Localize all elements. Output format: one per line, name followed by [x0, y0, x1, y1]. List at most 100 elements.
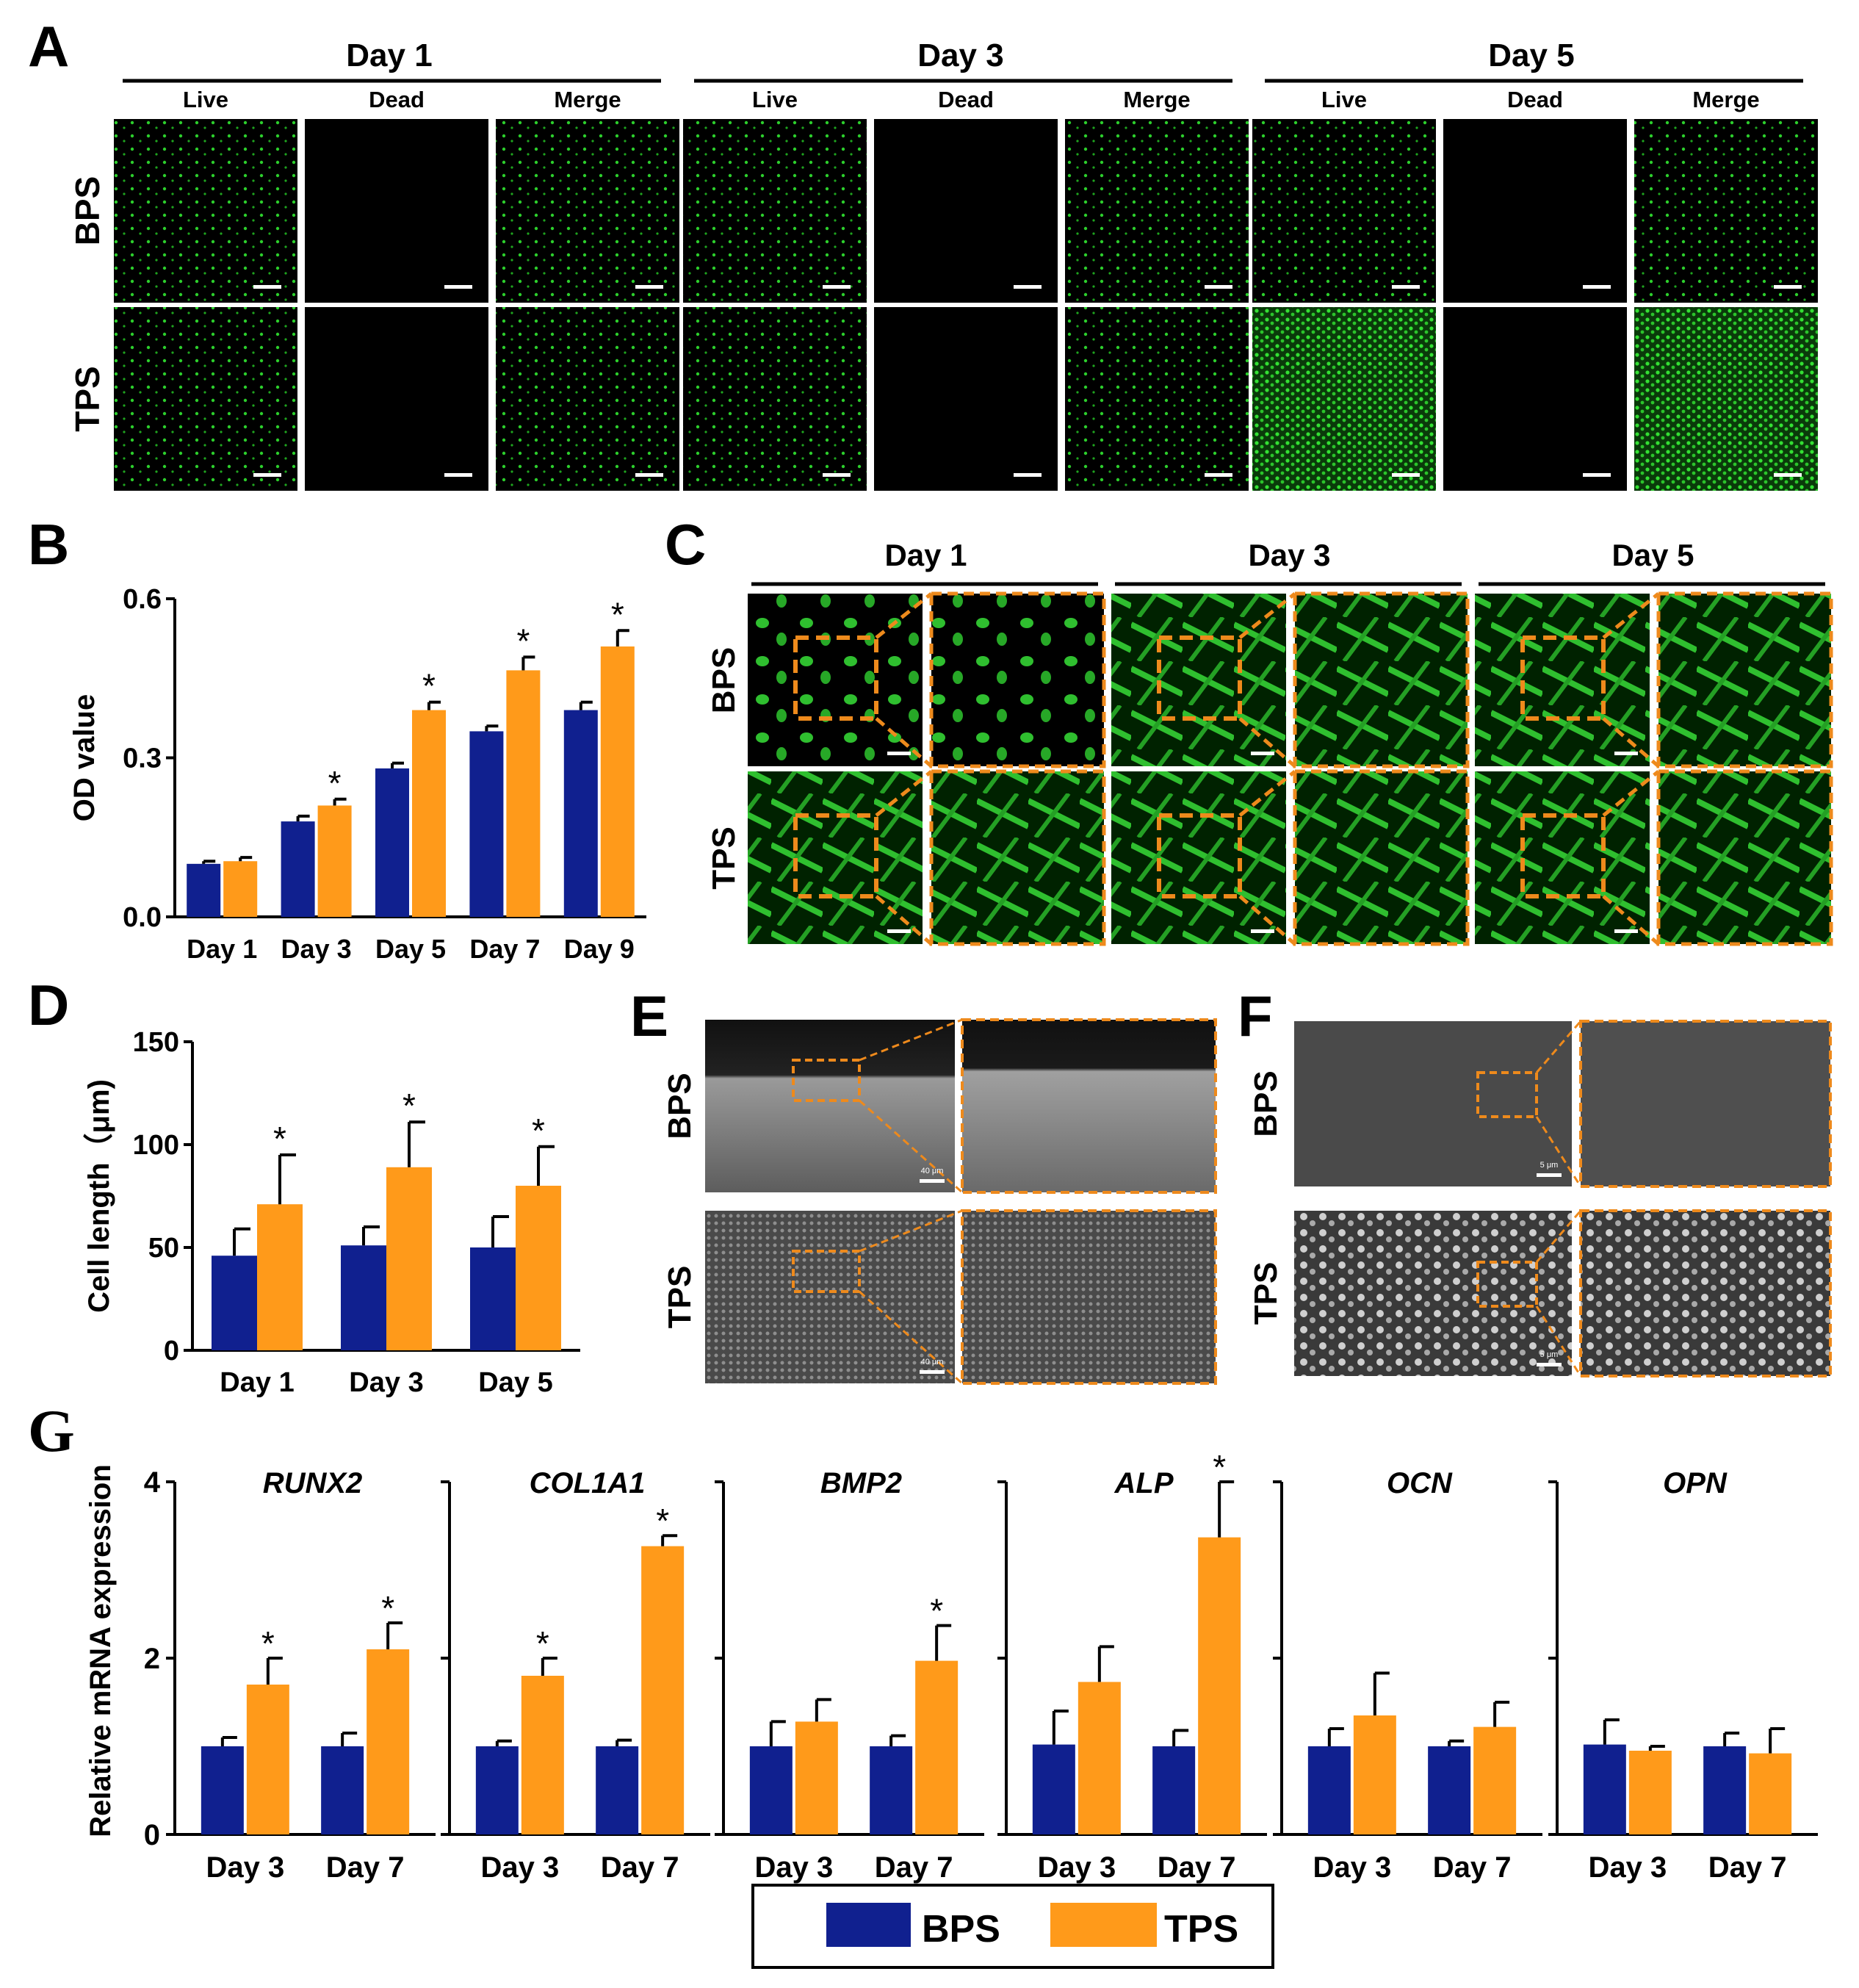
scale-bar — [887, 752, 911, 755]
scale-bar — [1014, 473, 1042, 477]
day-header: Day 1 — [346, 37, 432, 73]
day-header: Day 5 — [1611, 538, 1694, 572]
bar-tps — [257, 1204, 303, 1350]
bar-bps — [749, 1746, 793, 1834]
bar-tps — [317, 805, 352, 917]
row-label-tps: TPS — [662, 1266, 698, 1329]
significance-marker: * — [261, 1624, 275, 1663]
zoom-connector — [859, 1018, 963, 1062]
scale-bar — [253, 473, 281, 477]
x-tick-label: Day 1 — [220, 1367, 294, 1398]
y-tick-label: 150 — [133, 1027, 179, 1058]
bar-tps — [1473, 1726, 1517, 1834]
micrograph-bps-dead — [305, 119, 488, 303]
y-tick-label: 50 — [148, 1233, 179, 1264]
column-label-merge: Merge — [1123, 87, 1190, 112]
x-tick-label: Day 5 — [478, 1367, 552, 1398]
panel-a-live-dead-grid: Day 1 Live Dead Merge Day 3 Live Dead Merge Day … — [68, 37, 1818, 491]
zoom-inset-bps — [1293, 591, 1470, 768]
zoom-region-box — [1476, 1071, 1538, 1118]
row-label-bps: BPS — [1248, 1070, 1284, 1137]
column-label-dead: Dead — [369, 87, 425, 112]
bar-tps — [915, 1660, 959, 1834]
x-tick-label: Day 7 — [1158, 1851, 1236, 1884]
bar-tps — [412, 710, 446, 917]
gene-title-opn: OPN — [1663, 1467, 1728, 1499]
micrograph-tps-merge — [1065, 307, 1249, 491]
bar-tps — [1628, 1751, 1672, 1834]
bar-bps — [1307, 1746, 1351, 1834]
zoom-inset-tps — [929, 769, 1106, 946]
scale-bar — [1614, 929, 1638, 933]
zoom-connector — [1602, 770, 1660, 817]
bar-tps — [521, 1676, 564, 1834]
scale-bar — [444, 285, 472, 289]
bar-bps — [470, 1247, 516, 1350]
scale-bar-label: 5 μm — [1540, 1161, 1559, 1170]
y-tick-label: 2 — [144, 1643, 160, 1675]
bar-bps — [281, 821, 315, 917]
bar-tps — [246, 1685, 289, 1834]
zoom-connector — [1535, 1305, 1582, 1377]
scale-bar — [920, 1370, 945, 1374]
scale-bar — [1537, 1363, 1562, 1366]
micrograph-bps-merge — [1065, 119, 1249, 303]
confocal-image-tps — [1475, 771, 1650, 944]
scale-bar-label: 5 μm — [1540, 1350, 1559, 1359]
confocal-image-bps — [1111, 594, 1286, 766]
y-tick-label: 0.6 — [123, 584, 162, 615]
column-label-merge: Merge — [1692, 87, 1759, 112]
row-label-tps: TPS — [68, 366, 107, 431]
y-tick-label: 100 — [133, 1130, 179, 1161]
micrograph-tps-live — [114, 307, 297, 491]
bar-tps — [516, 1186, 561, 1350]
bar-tps — [506, 670, 541, 917]
bar-bps — [1583, 1744, 1626, 1834]
column-label-dead: Dead — [938, 87, 994, 112]
micrograph-bps-merge — [496, 119, 679, 303]
scale-bar — [444, 473, 472, 477]
x-tick-label: Day 7 — [1433, 1851, 1512, 1884]
scale-bar — [823, 285, 851, 289]
y-axis-label: Cell length（μm) — [83, 1079, 115, 1313]
scale-bar — [1205, 285, 1232, 289]
x-tick-label: Day 3 — [1588, 1851, 1667, 1884]
micrograph-bps-dead — [1443, 119, 1627, 303]
scale-bar — [1251, 929, 1274, 933]
y-tick-label: 0.3 — [123, 743, 162, 774]
bar-bps — [563, 710, 598, 917]
zoom-connector — [875, 770, 933, 817]
bar-tps — [386, 1167, 432, 1350]
x-tick-label: Day 3 — [754, 1851, 833, 1884]
zoom-connector — [1535, 1116, 1582, 1187]
column-label-live: Live — [752, 87, 798, 112]
bar-bps — [201, 1746, 244, 1834]
confocal-image-tps — [1111, 771, 1286, 944]
panel-f-sem: 5 μm BPS 5 μm TPS — [1248, 1020, 1832, 1377]
x-tick-label: Day 9 — [564, 934, 635, 964]
y-axis-label: Relative mRNA expression — [84, 1464, 117, 1837]
gene-title-alp: ALP — [1114, 1467, 1174, 1499]
bar-bps — [187, 863, 221, 917]
zoom-connector — [1238, 592, 1296, 639]
bar-tps — [600, 646, 635, 917]
scale-bar — [1583, 285, 1611, 289]
sem-image-tps — [705, 1211, 955, 1383]
panel-label-c: C — [665, 512, 706, 577]
scale-bar — [1392, 473, 1420, 477]
legend-bps-swatch — [826, 1903, 911, 1947]
zoom-connector — [1238, 717, 1296, 768]
day-header: Day 3 — [917, 37, 1003, 73]
zoom-connector — [875, 895, 933, 946]
x-tick-label: Day 7 — [469, 934, 540, 964]
x-tick-label: Day 3 — [281, 934, 352, 964]
bar-tps — [795, 1721, 838, 1834]
scale-bar-label: 40 μm — [921, 1167, 944, 1175]
panel-e-sem: 40 μm BPS 40 μm TPS — [662, 1018, 1217, 1385]
panel-label-a: A — [28, 14, 69, 79]
micrograph-bps-live — [114, 119, 297, 303]
gene-title-runx2: RUNX2 — [263, 1467, 363, 1499]
significance-marker: * — [532, 1112, 545, 1150]
x-tick-label: Day 7 — [875, 1851, 953, 1884]
